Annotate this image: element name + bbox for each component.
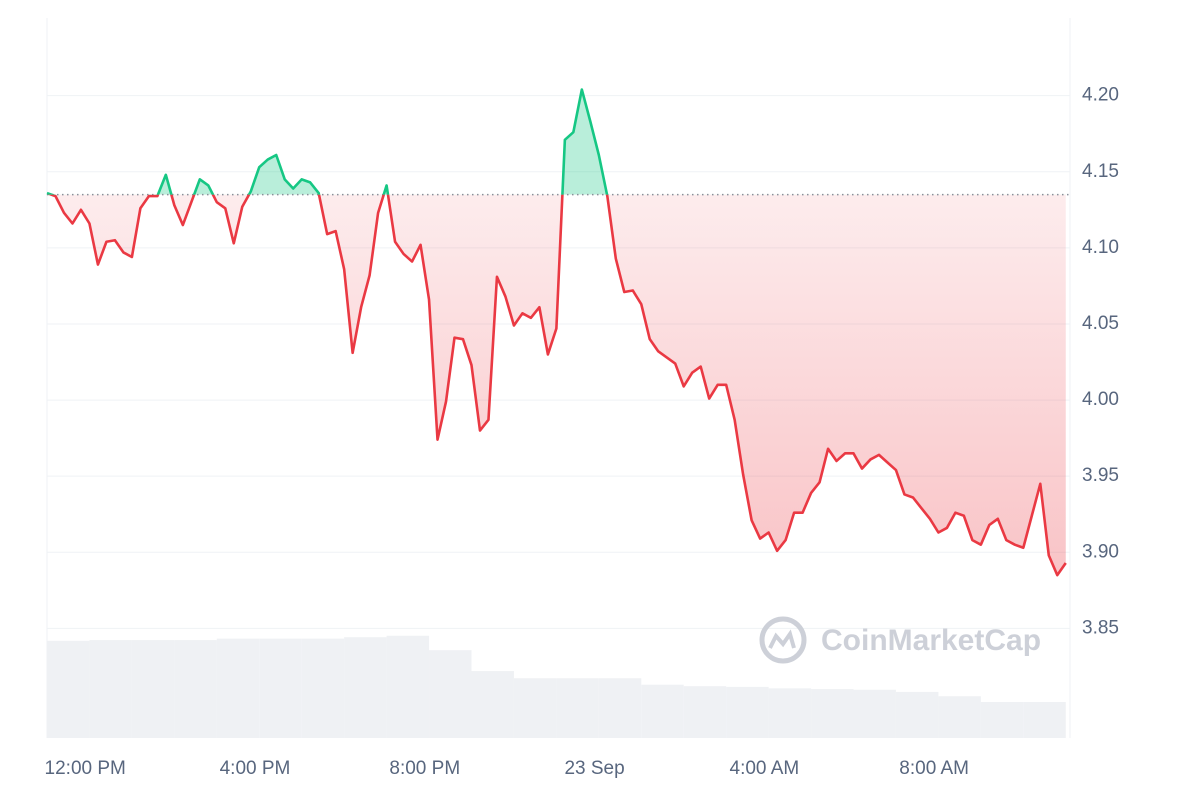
x-tick-label: 12:00 PM bbox=[45, 758, 126, 779]
volume-bar bbox=[216, 638, 260, 738]
volume-bar bbox=[344, 637, 387, 738]
volume-bar bbox=[1023, 702, 1066, 738]
price-line-down bbox=[47, 194, 1067, 577]
volume-bar bbox=[386, 635, 430, 738]
volume-bar bbox=[556, 678, 599, 738]
volume-bar bbox=[471, 671, 514, 738]
volume-bar bbox=[301, 638, 345, 738]
volume-layer bbox=[47, 635, 1066, 738]
volume-bar bbox=[980, 702, 1024, 738]
y-tick-label: 3.95 bbox=[1082, 465, 1119, 486]
y-tick-label: 3.85 bbox=[1082, 617, 1119, 638]
volume-bar bbox=[938, 696, 981, 738]
volume-bar bbox=[853, 689, 896, 738]
volume-bar bbox=[641, 684, 684, 738]
grid-layer: 3.85 3.90 3.95 4.00 4.05 4.10 4.15 4.20 12:00 PM… bbox=[45, 85, 1119, 779]
y-tick-label: 4.15 bbox=[1082, 161, 1119, 182]
volume-bar bbox=[768, 688, 812, 738]
watermark-logo-mark bbox=[768, 629, 796, 649]
volume-bar bbox=[259, 638, 302, 738]
volume-bar bbox=[683, 686, 727, 738]
y-tick-label: 4.00 bbox=[1082, 389, 1119, 410]
volume-bar bbox=[726, 686, 769, 738]
volume-bar bbox=[513, 678, 557, 738]
volume-bar bbox=[598, 678, 642, 738]
area-down bbox=[51, 194, 1066, 576]
volume-bar bbox=[429, 650, 472, 738]
x-tick-label: 4:00 AM bbox=[730, 758, 800, 779]
volume-bar bbox=[47, 640, 90, 738]
volume-bar bbox=[174, 640, 217, 738]
y-tick-label: 4.20 bbox=[1082, 85, 1119, 106]
x-tick-label: 8:00 AM bbox=[899, 758, 969, 779]
x-tick-label: 8:00 PM bbox=[389, 758, 460, 779]
volume-bar bbox=[895, 691, 939, 738]
x-tick-label: 23 Sep bbox=[564, 758, 624, 779]
y-tick-label: 3.90 bbox=[1082, 541, 1119, 562]
watermark: CoinMarketCap bbox=[759, 616, 1041, 664]
watermark-text: CoinMarketCap bbox=[821, 624, 1041, 657]
volume-bar bbox=[89, 640, 132, 738]
watermark-logo bbox=[759, 616, 807, 664]
y-tick-label: 4.10 bbox=[1082, 237, 1119, 258]
y-tick-label: 4.05 bbox=[1082, 313, 1119, 334]
plot-layer bbox=[46, 88, 1070, 577]
volume-bar bbox=[131, 640, 175, 738]
x-tick-label: 4:00 PM bbox=[220, 758, 291, 779]
volume-bar bbox=[811, 689, 854, 738]
